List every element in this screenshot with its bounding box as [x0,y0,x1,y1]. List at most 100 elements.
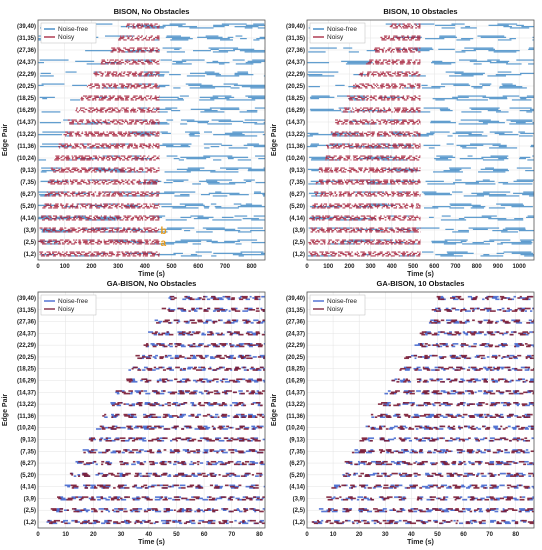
y-tick-label: (9,13) [289,168,305,174]
y-tick-label: (7,35) [20,449,36,455]
y-tick-label: (6,27) [289,192,305,198]
y-tick-label: (31,35) [17,36,36,42]
y-tick-label: (14,37) [286,120,305,126]
y-tick-label: (10,24) [17,156,36,162]
y-tick-label: (22,29) [17,343,36,349]
legend-label: Noise-free [58,26,88,33]
y-tick-label: (27,36) [17,320,36,326]
x-tick-label: 200 [344,264,355,270]
y-tick-label: (2,5) [24,508,36,514]
chart-panel-2: BISON, 10 Obstacles 0 100 200 300 400 500 600 70… [271,7,535,278]
y-tick-label: (31,35) [17,308,36,314]
x-tick-label: 800 [472,264,483,270]
annotation-b: b [161,226,167,237]
x-tick-label: 0 [36,264,40,270]
x-tick-label: 100 [323,264,334,270]
x-tick-label: 600 [429,264,440,270]
x-tick-label: 50 [173,532,180,538]
x-tick-label: 400 [387,264,398,270]
y-tick-label: (18,25) [17,367,36,373]
x-tick-label: 300 [366,264,377,270]
x-tick-label: 600 [193,264,204,270]
legend-label: Noise-free [327,26,357,33]
x-tick-label: 700 [220,264,231,270]
x-tick-label: 800 [247,264,258,270]
y-tick-label: (4,14) [20,216,36,222]
y-tick-label: (6,27) [20,192,36,198]
chart-panel-1: BISON, No Obstacles 0 100 200 300 400 500 600 70… [2,7,266,278]
y-tick-label: (4,14) [289,216,305,222]
x-tick-label: 80 [256,532,263,538]
y-tick-label: (6,27) [20,461,36,467]
legend-box [309,22,366,44]
x-tick-label: 0 [36,532,40,538]
y-tick-label: (39,40) [17,296,36,302]
x-tick-label: 20 [90,532,97,538]
series-noisy [308,23,421,257]
x-tick-label: 0 [305,264,309,270]
y-tick-label: (31,35) [286,36,305,42]
x-axis-label: Time (s) [407,271,434,278]
y-axis-label: Edge Pair [2,124,9,157]
y-tick-label: (10,24) [286,156,305,162]
x-tick-label: 300 [113,264,124,270]
legend-box [40,22,97,44]
y-tick-label: (24,37) [286,60,305,66]
plot-frame [37,19,266,261]
plot-frame [37,291,266,529]
x-tick-label: 200 [86,264,97,270]
y-tick-label: (11,36) [17,144,36,150]
y-tick-label: (39,40) [286,24,305,30]
y-tick-label: (11,36) [17,414,36,420]
y-tick-label: (18,25) [286,96,305,102]
x-tick-label: 70 [228,532,235,538]
series-noise-free [38,23,265,257]
y-axis-label: Edge Pair [271,124,278,157]
x-tick-label: 10 [62,532,69,538]
plot-area [38,292,265,528]
legend-label: Noise-free [58,298,88,305]
y-tick-label: (27,36) [17,48,36,54]
y-tick-label: (13,22) [17,132,36,138]
x-tick-label: 40 [145,532,152,538]
x-tick-label: 500 [408,264,419,270]
x-axis-label: Time (s) [138,271,165,278]
y-tick-label: (5,20) [20,473,36,479]
chart-panel-3: GA-BISON, No Obstacles 0 10 20 30 40 50 60 70 80 (… [2,279,266,546]
x-tick-label: 60 [201,532,208,538]
y-tick-label: (24,37) [17,331,36,337]
y-tick-label: (14,37) [17,390,36,396]
y-tick-label: (13,22) [17,402,36,408]
y-tick-label: (20,25) [286,84,305,90]
x-tick-label: 30 [118,532,125,538]
y-tick-label: (10,24) [17,426,36,432]
x-tick-label: 1000 [512,264,526,270]
y-tick-label: (16,29) [286,108,305,114]
y-tick-label: (2,5) [24,240,36,246]
y-tick-label: (3,9) [24,228,36,234]
legend-box [40,294,97,316]
plot-area [307,20,534,260]
y-tick-label: (24,37) [17,60,36,66]
series-noisy [38,23,160,257]
x-tick-label: 100 [60,264,71,270]
y-tick-label: (9,13) [20,168,36,174]
y-tick-label: (9,13) [20,437,36,443]
y-tick-label: (1,2) [293,252,305,258]
y-tick-label: (13,22) [286,132,305,138]
y-tick-label: (27,36) [286,48,305,54]
y-tick-label: (3,9) [24,496,36,502]
legend-label: Noisy [58,306,75,313]
x-axis-label: Time (s) [138,539,165,546]
plot-area [38,20,265,260]
y-axis-label: Edge Pair [2,394,9,427]
legend-label: Noisy [58,34,75,41]
y-tick-label: (7,35) [20,180,36,186]
x-tick-label: 700 [450,264,461,270]
chart-title: BISON, No Obstacles [114,7,190,16]
y-tick-label: (1,2) [24,252,36,258]
y-tick-label: (4,14) [20,485,36,491]
